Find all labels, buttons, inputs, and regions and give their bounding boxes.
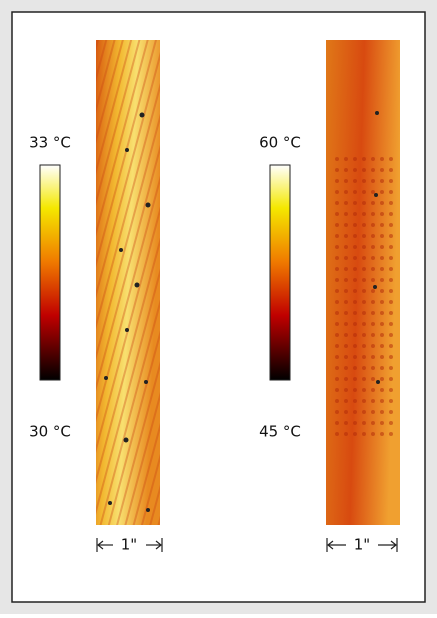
colorbar-max-label: 33 °C xyxy=(29,134,71,152)
colorbar xyxy=(39,164,61,381)
thermal-texture xyxy=(96,40,160,525)
scale-label: 1" xyxy=(354,536,370,554)
defect-spots xyxy=(104,112,151,512)
scale-label: 1" xyxy=(121,536,137,554)
scale-bar xyxy=(326,538,398,552)
colorbar-max-label: 60 °C xyxy=(259,134,301,152)
colorbar-min-label: 30 °C xyxy=(29,423,71,441)
colorbar xyxy=(269,164,291,381)
colorbar-min-label: 45 °C xyxy=(259,423,301,441)
scale-bar xyxy=(96,538,163,552)
thermal-texture xyxy=(330,150,396,440)
defect-spots xyxy=(373,111,380,384)
